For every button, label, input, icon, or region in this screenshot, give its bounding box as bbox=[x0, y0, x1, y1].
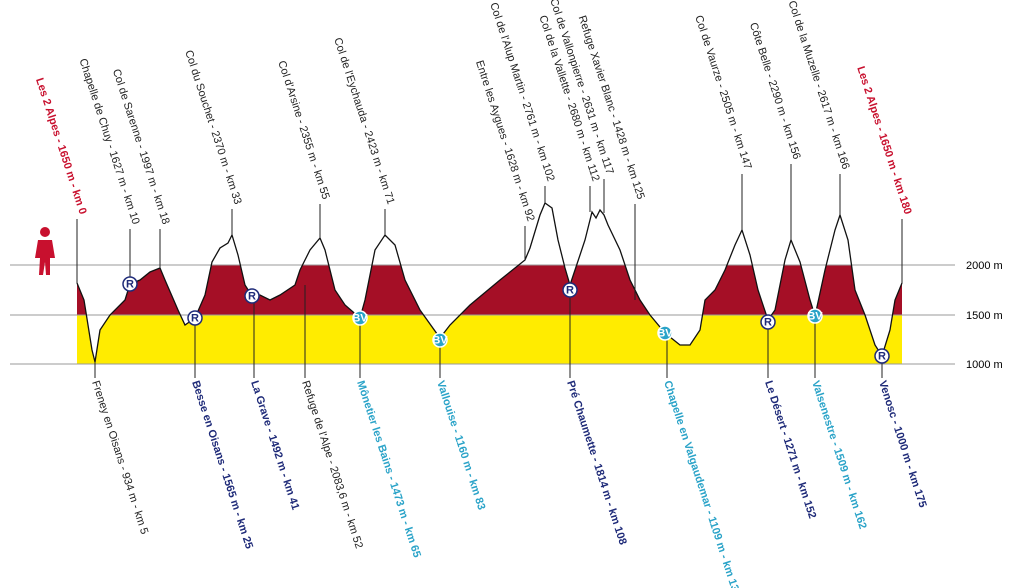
bottom-label: Le Désert - 1271 m - km 152 bbox=[762, 379, 818, 520]
bottom-label: Freney en Oisans - 934 m - km 5 bbox=[89, 379, 150, 536]
bottom-label: Chapelle en Valgaudemar - 1109 m - km 13… bbox=[661, 379, 743, 588]
marker bbox=[187, 310, 203, 326]
bottom-label: Vallouise - 1160 m - km 83 bbox=[434, 379, 487, 511]
top-label: Col de l'Eychauda - 2423 m - km 71 bbox=[331, 36, 396, 206]
top-label: Col de Sarenne - 1997 m - km 18 bbox=[110, 68, 172, 226]
marker-label: BV bbox=[432, 335, 448, 347]
ref-label: 1500 m bbox=[966, 310, 1003, 322]
marker bbox=[122, 276, 138, 292]
marker-label: R bbox=[878, 351, 886, 363]
marker bbox=[760, 314, 776, 330]
marker-label: R bbox=[764, 317, 772, 329]
marker-label: BV bbox=[657, 328, 673, 340]
bottom-label: Pré Chaumette - 1814 m - km 108 bbox=[564, 379, 629, 546]
marker-label: BV bbox=[807, 311, 823, 323]
bottom-label: Valsenestre - 1509 m - km 162 bbox=[809, 379, 868, 530]
ref-label: 2000 m bbox=[966, 260, 1003, 272]
marker bbox=[432, 332, 448, 348]
bottom-label: La Grave - 1492 m - km 41 bbox=[248, 379, 301, 511]
marker-label: R bbox=[248, 291, 256, 303]
bottom-label: Mônetier les Bains - 1473 m - km 65 bbox=[354, 379, 423, 559]
profile-line bbox=[76, 201, 903, 363]
bottom-label: Besse en Oisans - 1565 m - km 25 bbox=[189, 379, 255, 550]
ref-label: 1000 m bbox=[966, 359, 1003, 371]
marker-label: BV bbox=[352, 313, 368, 325]
marker-label: R bbox=[191, 313, 199, 325]
marker bbox=[352, 310, 368, 326]
bottom-label: Venosc - 1000 m - km 175 bbox=[876, 379, 928, 509]
top-label: Côte Belle - 2290 m - km 156 bbox=[747, 21, 803, 161]
top-label: Les 2 Alpes - 1650 m - km 180 bbox=[854, 65, 913, 216]
bottom-label: Refuge de l'Alpe - 2083,6 m - km 52 bbox=[299, 379, 365, 550]
top-label: Col d'Arsine - 2355 m - km 55 bbox=[275, 59, 331, 201]
marker bbox=[807, 308, 823, 324]
top-label: Col de Vaurze - 2505 m - km 147 bbox=[692, 14, 753, 171]
marker bbox=[657, 325, 673, 341]
marker bbox=[562, 282, 578, 298]
marker-label: R bbox=[126, 279, 134, 291]
top-label: Col du Souchet - 2370 m - km 33 bbox=[182, 49, 243, 206]
marker bbox=[244, 288, 260, 304]
top-label: Chapelle de Chuy - 1627 m - km 10 bbox=[76, 57, 141, 226]
top-label: Les 2 Alpes - 1650 m - km 0 bbox=[33, 77, 89, 216]
marker-label: R bbox=[566, 285, 574, 297]
mascot bbox=[35, 227, 55, 275]
top-label: Entre les Aygues - 1628 m - km 92 bbox=[473, 59, 536, 223]
marker bbox=[874, 348, 890, 364]
